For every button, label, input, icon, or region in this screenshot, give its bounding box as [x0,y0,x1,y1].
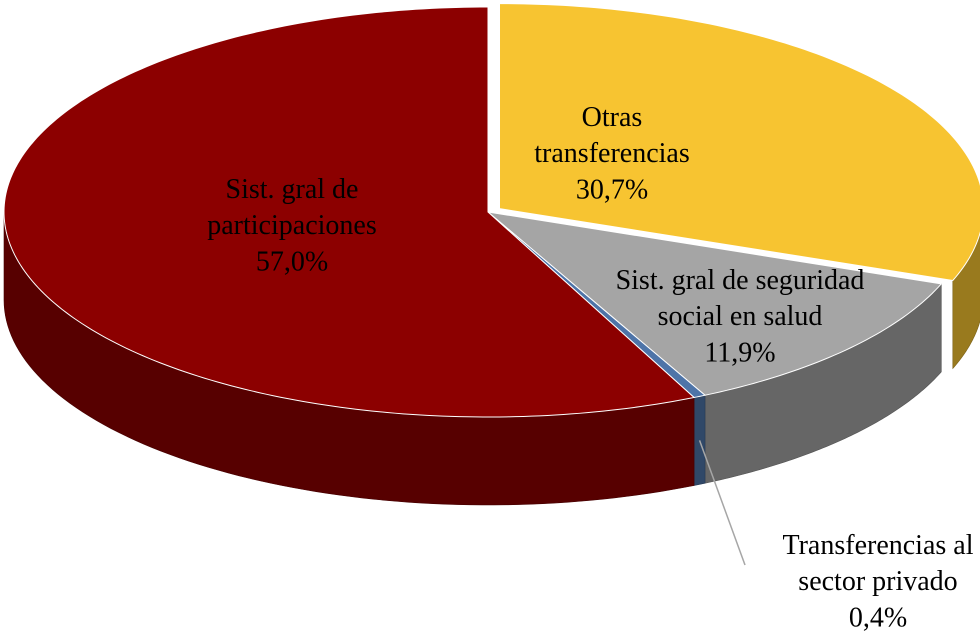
slice [3,6,696,418]
slice [486,211,943,396]
value-label: 0,4% [849,602,907,631]
slice-label: Sist. gral de seguridad social en salud [616,265,865,332]
slice-label: Transferencias al sector privado [782,530,973,597]
value-label: 30,7% [576,174,648,205]
slice-label: Otras transferencias [534,102,689,169]
slice-side [693,394,706,486]
slice-label: Sist. gral de participaciones [207,174,376,241]
value-label: 57,0% [256,246,328,277]
value-label: 11,9% [704,337,775,368]
slice [499,3,980,282]
leader-line [698,440,746,566]
